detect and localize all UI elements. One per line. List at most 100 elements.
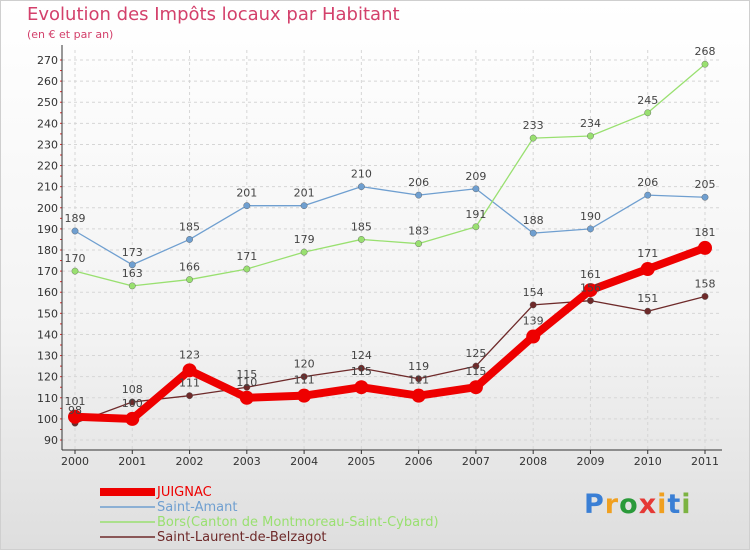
- x-tick-label-2003: 2003: [233, 455, 261, 468]
- data-label-saint-amant: 206: [408, 176, 429, 189]
- legend-label-saint-amant: Saint-Amant: [157, 500, 238, 515]
- data-point-juignac: [297, 388, 312, 403]
- data-point-bors: [529, 134, 537, 142]
- y-tick-label-240: 240: [37, 117, 58, 130]
- data-point-saint-amant: [472, 185, 480, 193]
- data-label-juignac: 115: [351, 365, 372, 378]
- data-point-juignac: [239, 390, 254, 405]
- data-label-saint-laurent: 98: [68, 404, 82, 417]
- data-label-juignac: 123: [179, 348, 200, 361]
- logo-letter: P: [584, 489, 605, 520]
- data-point-saint-amant: [529, 229, 537, 237]
- legend-label-saint-laurent: Saint-Laurent-de-Belzagot: [157, 530, 327, 545]
- y-tick-label-230: 230: [37, 138, 58, 151]
- logo-letter: x: [638, 489, 658, 520]
- data-point-saint-laurent: [529, 301, 537, 309]
- data-point-saint-amant: [644, 191, 652, 199]
- data-point-bors: [186, 276, 193, 283]
- x-tick-label-2000: 2000: [61, 455, 89, 468]
- y-tick-label-130: 130: [37, 350, 58, 363]
- y-tick-label-260: 260: [37, 75, 58, 88]
- y-tick-label-110: 110: [37, 392, 58, 405]
- data-point-juignac: [698, 240, 712, 255]
- data-point-saint-amant: [357, 183, 365, 191]
- y-tick-label-170: 170: [37, 265, 58, 278]
- data-label-saint-laurent: 119: [408, 360, 429, 373]
- legend-label-bors: Bors(Canton de Montmoreau-Saint-Cybard): [157, 515, 439, 530]
- logo-letter: i: [657, 489, 668, 520]
- data-point-saint-laurent: [186, 392, 193, 400]
- y-tick-label-120: 120: [37, 371, 58, 384]
- data-label-juignac: 111: [408, 374, 429, 387]
- x-tick-label-2001: 2001: [118, 455, 146, 468]
- logo-letter: i: [681, 489, 692, 520]
- data-label-bors: 233: [523, 119, 544, 132]
- data-point-saint-laurent: [357, 364, 365, 372]
- data-label-saint-laurent: 154: [523, 286, 544, 299]
- x-tick-label-2008: 2008: [519, 455, 547, 468]
- logo-letter: r: [604, 489, 620, 520]
- data-label-bors: 191: [465, 208, 486, 221]
- x-tick-label-2004: 2004: [290, 455, 318, 468]
- x-tick-label-2006: 2006: [405, 455, 433, 468]
- data-point-juignac: [411, 388, 426, 403]
- data-point-bors: [128, 282, 136, 290]
- data-label-saint-amant: 189: [65, 212, 86, 225]
- data-point-juignac: [182, 363, 197, 378]
- y-tick-label-250: 250: [37, 96, 58, 109]
- y-tick-label-180: 180: [37, 244, 58, 257]
- data-point-juignac: [68, 409, 82, 424]
- data-point-bors: [300, 248, 308, 256]
- data-label-saint-amant: 201: [294, 187, 315, 200]
- data-label-saint-amant: 206: [637, 176, 658, 189]
- data-point-bors: [415, 240, 423, 248]
- y-tick-label-200: 200: [37, 202, 58, 215]
- series-line-saint-laurent: [74, 295, 706, 424]
- data-point-saint-amant: [186, 236, 193, 243]
- data-point-bors: [71, 267, 79, 275]
- data-label-bors: 166: [179, 261, 200, 274]
- x-tick-label-2011: 2011: [691, 455, 719, 468]
- data-label-saint-amant: 210: [351, 168, 372, 181]
- data-point-bors: [243, 265, 251, 273]
- data-label-saint-amant: 205: [695, 178, 716, 191]
- data-label-juignac: 111: [294, 374, 315, 387]
- data-label-saint-laurent: 156: [580, 282, 601, 295]
- data-label-juignac: 139: [523, 315, 544, 328]
- data-point-saint-laurent: [300, 373, 308, 381]
- data-point-juignac: [640, 262, 655, 276]
- data-point-saint-amant: [587, 225, 594, 233]
- data-label-saint-laurent: 151: [637, 292, 658, 305]
- data-point-saint-amant: [128, 261, 136, 269]
- data-label-juignac: 181: [695, 226, 716, 239]
- data-point-juignac: [125, 411, 140, 426]
- data-label-saint-amant: 201: [236, 187, 257, 200]
- data-point-saint-amant: [701, 193, 709, 201]
- data-point-bors: [587, 132, 594, 140]
- data-label-bors: 185: [351, 220, 372, 233]
- data-label-saint-amant: 173: [122, 246, 143, 259]
- data-point-saint-laurent: [701, 293, 709, 300]
- data-point-saint-amant: [415, 191, 423, 199]
- y-tick-label-90: 90: [44, 434, 58, 447]
- series-line-juignac: [74, 244, 707, 423]
- data-label-saint-laurent: 115: [236, 368, 257, 381]
- data-point-juignac: [583, 283, 598, 298]
- logo-letter: o: [619, 489, 639, 520]
- chart-title: Evolution des Impôts locaux par Habitant: [27, 4, 400, 25]
- data-point-saint-laurent: [644, 307, 652, 315]
- data-label-saint-laurent: 125: [465, 347, 486, 360]
- legend-label-juignac: JUIGNAC: [157, 485, 212, 500]
- x-tick-label-2010: 2010: [634, 455, 662, 468]
- series-line-saint-amant: [74, 186, 706, 266]
- data-point-juignac: [526, 329, 541, 344]
- data-label-saint-laurent: 158: [695, 277, 716, 290]
- x-tick-label-2005: 2005: [347, 455, 375, 468]
- data-label-saint-amant: 209: [465, 170, 486, 183]
- data-label-saint-amant: 185: [179, 220, 200, 233]
- data-label-bors: 245: [637, 94, 658, 107]
- data-label-bors: 179: [294, 233, 315, 246]
- data-label-saint-laurent: 120: [294, 358, 315, 371]
- data-point-saint-laurent: [415, 375, 423, 383]
- data-label-bors: 163: [122, 267, 143, 280]
